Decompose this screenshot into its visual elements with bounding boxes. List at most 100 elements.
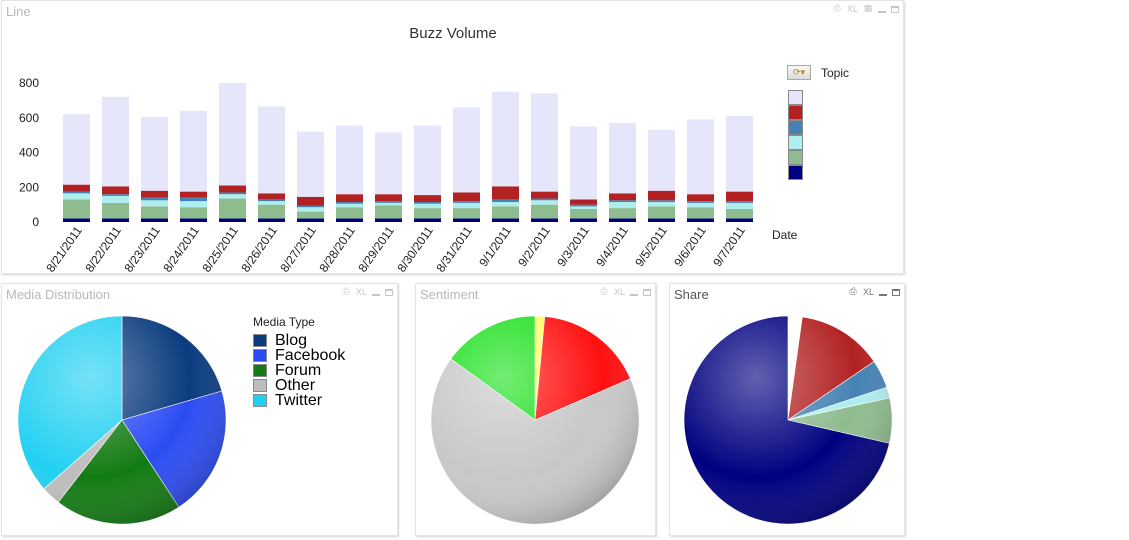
bar-segment[interactable] — [219, 198, 246, 219]
bar-segment[interactable] — [297, 218, 324, 222]
bar-segment[interactable] — [570, 126, 597, 200]
bar-segment[interactable] — [453, 218, 480, 222]
bar-segment[interactable] — [609, 200, 636, 203]
bar-segment[interactable] — [687, 218, 714, 222]
bar-segment[interactable] — [648, 218, 675, 222]
legend-item[interactable]: Facebook — [253, 347, 345, 364]
bar-segment[interactable] — [141, 116, 168, 191]
bar-segment[interactable] — [219, 194, 246, 199]
legend-swatch[interactable] — [788, 90, 803, 105]
bar-segment[interactable] — [180, 191, 207, 198]
bar-segment[interactable] — [453, 208, 480, 219]
bar-segment[interactable] — [531, 198, 558, 201]
bar-segment[interactable] — [102, 194, 129, 196]
bar-segment[interactable] — [375, 201, 402, 203]
bar-segment[interactable] — [726, 202, 753, 209]
bar-segment[interactable] — [492, 206, 519, 219]
legend-item[interactable]: Forum — [253, 362, 345, 379]
bar-segment[interactable] — [570, 206, 597, 209]
legend-swatch[interactable] — [788, 120, 803, 135]
bar-segment[interactable] — [687, 202, 714, 208]
print-icon[interactable]: ⎙ — [849, 287, 857, 297]
bar-segment[interactable] — [648, 200, 675, 203]
legend-item[interactable]: Twitter — [253, 392, 345, 409]
bar-segment[interactable] — [180, 110, 207, 192]
bar-segment[interactable] — [297, 211, 324, 219]
legend-swatch[interactable] — [788, 165, 803, 180]
bar-segment[interactable] — [336, 194, 363, 203]
bar-segment[interactable] — [336, 207, 363, 219]
bar-segment[interactable] — [414, 195, 441, 203]
bar-segment[interactable] — [531, 191, 558, 199]
bar-segment[interactable] — [687, 119, 714, 195]
minimize-icon[interactable] — [372, 294, 380, 296]
excel-export-icon[interactable]: XL — [862, 287, 874, 297]
bar-segment[interactable] — [609, 202, 636, 209]
table-view-icon[interactable]: ▦ — [863, 4, 873, 14]
bar-segment[interactable] — [492, 218, 519, 222]
excel-export-icon[interactable]: XL — [613, 287, 625, 297]
bar-segment[interactable] — [180, 207, 207, 219]
bar-segment[interactable] — [570, 218, 597, 222]
bar-segment[interactable] — [219, 218, 246, 222]
bar-segment[interactable] — [219, 185, 246, 193]
bar-segment[interactable] — [258, 193, 285, 200]
bar-segment[interactable] — [297, 205, 324, 208]
bar-segment[interactable] — [687, 201, 714, 203]
bar-segment[interactable] — [180, 218, 207, 222]
bar-segment[interactable] — [141, 200, 168, 207]
bar-segment[interactable] — [102, 96, 129, 187]
bar-segment[interactable] — [609, 193, 636, 201]
bar-segment[interactable] — [414, 125, 441, 196]
bar-segment[interactable] — [63, 218, 90, 222]
bar-segment[interactable] — [570, 199, 597, 205]
bar-segment[interactable] — [570, 208, 597, 219]
bar-segment[interactable] — [102, 218, 129, 222]
bar-segment[interactable] — [570, 204, 597, 207]
maximize-icon[interactable] — [643, 288, 651, 296]
bar-segment[interactable] — [63, 114, 90, 185]
bar-segment[interactable] — [375, 132, 402, 195]
bar-segment[interactable] — [648, 206, 675, 219]
minimize-icon[interactable] — [878, 11, 886, 13]
bar-segment[interactable] — [336, 218, 363, 222]
legend-swatch[interactable] — [788, 150, 803, 165]
bar-segment[interactable] — [336, 203, 363, 208]
maximize-icon[interactable] — [385, 288, 393, 296]
bar-segment[interactable] — [414, 202, 441, 204]
bar-segment[interactable] — [102, 186, 129, 195]
bar-segment[interactable] — [453, 107, 480, 193]
print-icon[interactable]: ⎙ — [342, 287, 350, 297]
bar-segment[interactable] — [180, 201, 207, 208]
legend-item[interactable]: Other — [253, 377, 345, 394]
bar-segment[interactable] — [297, 196, 324, 206]
bar-segment[interactable] — [219, 83, 246, 186]
bar-segment[interactable] — [531, 204, 558, 219]
bar-segment[interactable] — [453, 201, 480, 203]
bar-segment[interactable] — [141, 197, 168, 201]
bar-segment[interactable] — [63, 184, 90, 192]
excel-export-icon[interactable]: XL — [846, 4, 858, 14]
bar-segment[interactable] — [375, 205, 402, 219]
bar-segment[interactable] — [141, 190, 168, 198]
maximize-icon[interactable] — [892, 288, 900, 296]
bar-segment[interactable] — [375, 218, 402, 222]
bar-segment[interactable] — [492, 186, 519, 200]
bar-segment[interactable] — [609, 218, 636, 222]
bar-segment[interactable] — [726, 208, 753, 219]
bar-segment[interactable] — [375, 194, 402, 202]
bar-segment[interactable] — [258, 199, 285, 202]
bar-segment[interactable] — [726, 191, 753, 202]
bar-segment[interactable] — [648, 129, 675, 191]
bar-segment[interactable] — [297, 207, 324, 212]
bar-segment[interactable] — [414, 208, 441, 219]
legend-swatch[interactable] — [788, 105, 803, 120]
maximize-icon[interactable] — [891, 5, 899, 13]
bar-segment[interactable] — [609, 122, 636, 194]
bar-segment[interactable] — [492, 202, 519, 207]
print-icon[interactable]: ⎙ — [600, 287, 608, 297]
bar-segment[interactable] — [63, 193, 90, 200]
bar-segment[interactable] — [63, 199, 90, 219]
bar-segment[interactable] — [102, 202, 129, 219]
bar-segment[interactable] — [726, 218, 753, 222]
